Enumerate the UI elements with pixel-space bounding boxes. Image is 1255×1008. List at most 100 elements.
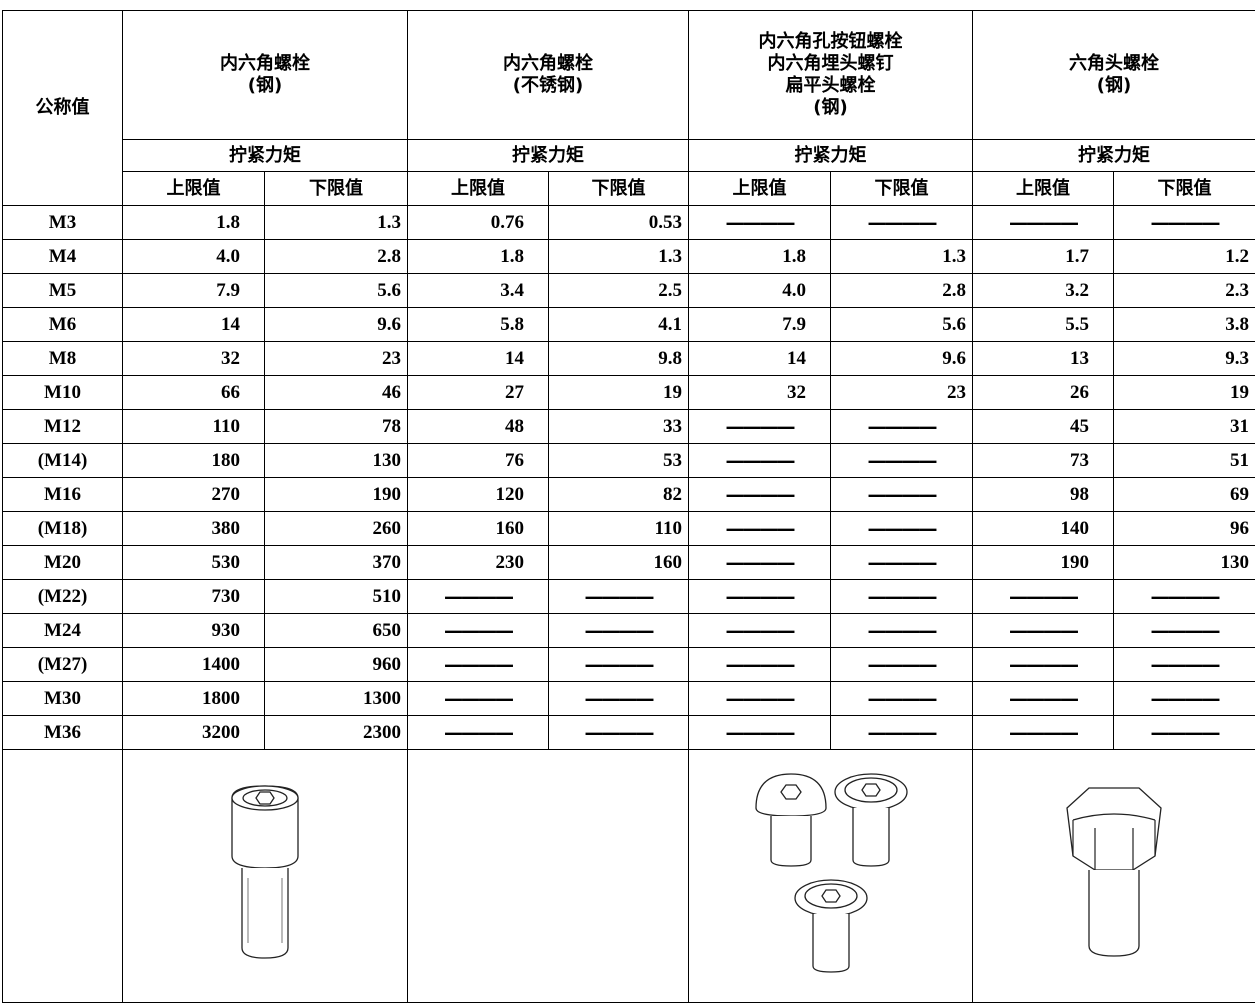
- torque-value: ————: [407, 715, 549, 750]
- limit-header: 下限值: [1113, 171, 1255, 206]
- torque-value: ————: [688, 715, 831, 750]
- torque-value: ————: [830, 205, 973, 240]
- torque-value: 9.8: [548, 341, 689, 376]
- torque-value: 46: [264, 375, 408, 410]
- torque-value: 120: [407, 477, 549, 512]
- torque-value: ————: [1113, 579, 1255, 614]
- data-row: M10 66 46 27 19 32 23 26 19: [2, 375, 1255, 410]
- torque-value: ————: [688, 613, 831, 648]
- illustration-row: [2, 749, 1255, 1003]
- size-cell: (M27): [2, 647, 123, 682]
- size-cell: M5: [2, 273, 123, 308]
- countersunk-bolt-drawing: [833, 773, 908, 867]
- header-line: (钢): [813, 97, 848, 118]
- torque-table: 公称值 内六角螺栓 (钢) 内六角螺栓 (不锈钢) 内六角孔按钮螺栓 内六角埋头螺钉 扁平头螺…: [2, 10, 1255, 1003]
- torque-value: ————: [548, 579, 689, 614]
- torque-value: 930: [122, 613, 265, 648]
- data-row: M12 110 78 48 33 ———— ———— 45 31: [2, 409, 1255, 444]
- torque-value: ————: [830, 681, 973, 716]
- header-row: 公称值 内六角螺栓 (钢) 内六角螺栓 (不锈钢) 内六角孔按钮螺栓 内六角埋头螺钉 扁平头螺…: [2, 10, 1255, 206]
- torque-value: 230: [407, 545, 549, 580]
- limit-header: 上限值: [407, 171, 549, 206]
- torque-value: 23: [264, 341, 408, 376]
- torque-value: ————: [972, 579, 1114, 614]
- torque-value: 14: [407, 341, 549, 376]
- torque-value: 78: [264, 409, 408, 444]
- header-line: (不锈钢): [512, 75, 584, 96]
- torque-value: 3.8: [1113, 307, 1255, 342]
- torque-value: 3.2: [972, 273, 1114, 308]
- header-line: 内六角埋头螺钉: [767, 53, 894, 74]
- data-row: (M18) 380 260 160 110 ———— ———— 140 96: [2, 511, 1255, 546]
- torque-value: 5.6: [830, 307, 973, 342]
- torque-value: 45: [972, 409, 1114, 444]
- torque-value: 380: [122, 511, 265, 546]
- limit-header: 下限值: [830, 171, 973, 206]
- size-cell: M6: [2, 307, 123, 342]
- size-cell: (M14): [2, 443, 123, 478]
- torque-value: 0.76: [407, 205, 549, 240]
- torque-value: 2.8: [264, 239, 408, 274]
- torque-value: 9.6: [264, 307, 408, 342]
- data-row: (M14) 180 130 76 53 ———— ———— 73 51: [2, 443, 1255, 478]
- torque-value: 960: [264, 647, 408, 682]
- torque-value: 66: [122, 375, 265, 410]
- header-line: 内六角螺栓: [220, 53, 310, 74]
- size-cell: M16: [2, 477, 123, 512]
- torque-value: 19: [548, 375, 689, 410]
- torque-value: 1800: [122, 681, 265, 716]
- torque-value: 4.1: [548, 307, 689, 342]
- torque-value: 1300: [264, 681, 408, 716]
- hex-bolt-drawing: [1066, 787, 1162, 957]
- torque-value: 0.53: [548, 205, 689, 240]
- torque-value: 1.2: [1113, 239, 1255, 274]
- data-row: M30 1800 1300 ———— ———— ———— ———— ———— ————: [2, 681, 1255, 716]
- limit-row: 上限值 下限值 上限值 下限值 上限值 下限值 上限值 下限值: [3, 171, 1255, 206]
- header-line: 内六角孔按钮螺栓: [758, 31, 903, 52]
- torque-value: ————: [830, 579, 973, 614]
- torque-header: 拧紧力矩: [122, 139, 408, 172]
- torque-value: 5.5: [972, 307, 1114, 342]
- size-cell: M8: [2, 341, 123, 376]
- illustration-cell: [688, 749, 973, 1003]
- torque-value: ————: [830, 613, 973, 648]
- group-header: 六角头螺栓 (钢): [972, 10, 1255, 140]
- torque-value: 7.9: [688, 307, 831, 342]
- torque-value: ————: [688, 647, 831, 682]
- torque-value: 32: [122, 341, 265, 376]
- torque-value: 51: [1113, 443, 1255, 478]
- torque-value: 190: [264, 477, 408, 512]
- torque-value: 1.8: [122, 205, 265, 240]
- data-row: (M22) 730 510 ———— ———— ———— ———— ———— ————: [2, 579, 1255, 614]
- size-cell: M12: [2, 409, 123, 444]
- size-cell: (M18): [2, 511, 123, 546]
- torque-value: ————: [830, 647, 973, 682]
- torque-value: 2.3: [1113, 273, 1255, 308]
- torque-value: 13: [972, 341, 1114, 376]
- torque-value: 510: [264, 579, 408, 614]
- torque-value: 1.8: [688, 239, 831, 274]
- torque-value: ————: [688, 443, 831, 478]
- torque-value: 14: [122, 307, 265, 342]
- data-row: (M27) 1400 960 ———— ———— ———— ———— ———— ————: [2, 647, 1255, 682]
- torque-value: ————: [972, 715, 1114, 750]
- button-bolt-drawing: [754, 773, 827, 867]
- torque-value: 3200: [122, 715, 265, 750]
- torque-value: ————: [830, 409, 973, 444]
- torque-value: 1400: [122, 647, 265, 682]
- data-row: M24 930 650 ———— ———— ———— ———— ———— ————: [2, 613, 1255, 648]
- torque-value: 2.5: [548, 273, 689, 308]
- torque-value: 180: [122, 443, 265, 478]
- size-cell: M4: [2, 239, 123, 274]
- header-line: 扁平头螺栓: [785, 75, 876, 96]
- data-row: M5 7.9 5.6 3.4 2.5 4.0 2.8 3.2 2.3: [2, 273, 1255, 308]
- torque-value: 260: [264, 511, 408, 546]
- torque-value: ————: [688, 545, 831, 580]
- torque-value: 370: [264, 545, 408, 580]
- torque-value: 1.3: [548, 239, 689, 274]
- torque-value: ————: [688, 579, 831, 614]
- illustration-cell: [122, 749, 408, 1003]
- size-cell: M20: [2, 545, 123, 580]
- torque-value: ————: [972, 647, 1114, 682]
- torque-row: 拧紧力矩 拧紧力矩 拧紧力矩 拧紧力矩: [3, 139, 1255, 172]
